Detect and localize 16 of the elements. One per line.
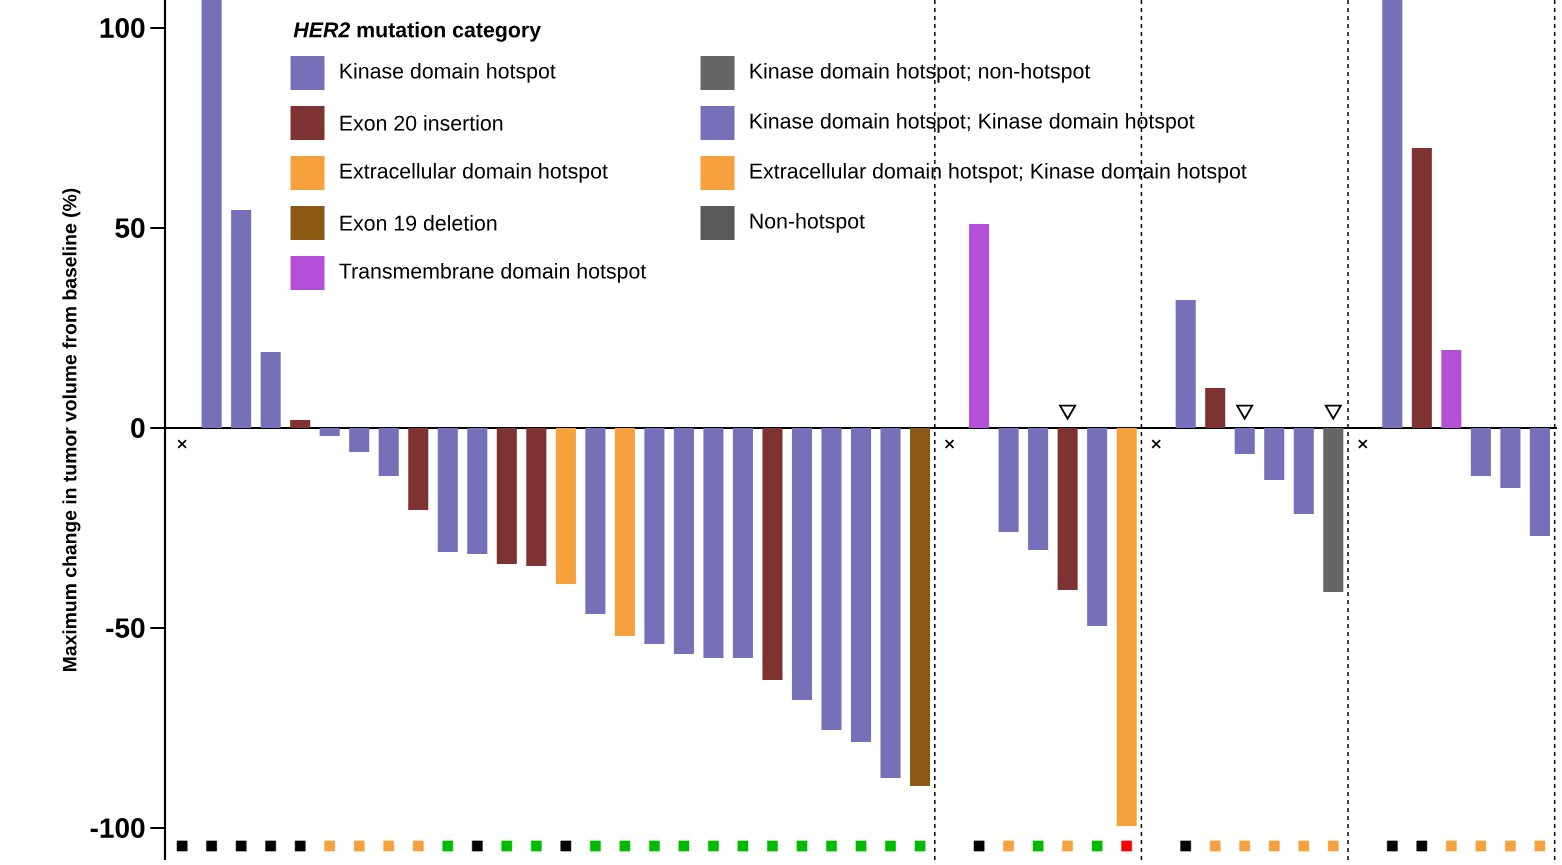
legend-label: Exon 19 deletion [340, 215, 497, 231]
y-tick-label: 50 [115, 218, 145, 238]
legend-label: Kinase domain hotspot; non-hotspot [750, 62, 1091, 83]
y-tick-label: 0 [131, 418, 145, 438]
legend-label: Extracellular domain hotspot [340, 162, 608, 183]
legend-title: HER2 mutation category [293, 21, 541, 42]
y-axis-title: Maximum change in tumor volume from baseline (%) [62, 188, 81, 671]
y-tick-label: -50 [106, 618, 145, 638]
legend-label: Exon 20 insertion [340, 115, 503, 131]
legend-label: Transmembrane domain hotspot [339, 262, 647, 283]
y-tick-label: -100 [90, 818, 145, 838]
legend-label: Kinase domain hotspot; Kinase domain hotspot [750, 112, 1195, 133]
legend-label: Kinase domain hotspot [340, 62, 556, 83]
legend-label: Extracellular domain hotspot; Kinase domain hotspot [750, 162, 1247, 183]
y-tick-label: 100 [100, 18, 145, 38]
legend-label: Non-hotspot [750, 212, 865, 233]
